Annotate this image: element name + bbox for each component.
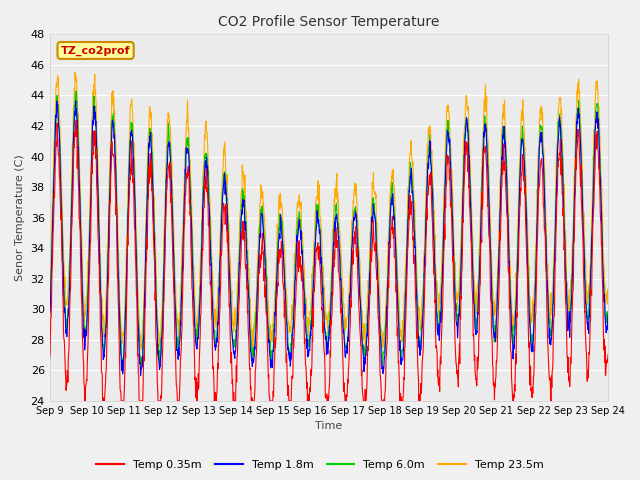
Text: TZ_co2prof: TZ_co2prof (61, 45, 131, 56)
Temp 0.35m (604, 351, 612, 357)
Y-axis label: Senor Temperature (C): Senor Temperature (C) (15, 154, 25, 281)
Temp 1.8m (112, 179, 120, 185)
Temp 1.8m (305, 347, 313, 353)
Temp 1.8m (46, 311, 54, 316)
X-axis label: Time: Time (316, 421, 342, 432)
Temp 23.5m (305, 315, 313, 321)
Temp 0.35m (284, 385, 291, 391)
Temp 1.8m (90, 120, 97, 125)
Temp 23.5m (364, 278, 372, 284)
Temp 1.8m (137, 373, 145, 379)
Temp 0.35m (364, 348, 372, 354)
Temp 0.35m (113, 203, 120, 208)
Line: Temp 1.8m: Temp 1.8m (50, 101, 608, 376)
Line: Temp 0.35m: Temp 0.35m (50, 120, 608, 401)
Temp 23.5m (284, 312, 291, 317)
Temp 23.5m (138, 347, 145, 352)
Temp 1.8m (604, 312, 612, 317)
Temp 6.0m (118, 368, 126, 373)
Temp 23.5m (604, 290, 612, 296)
Line: Temp 6.0m: Temp 6.0m (50, 91, 608, 371)
Line: Temp 23.5m: Temp 23.5m (50, 72, 608, 349)
Temp 1.8m (295, 219, 303, 225)
Temp 6.0m (284, 327, 291, 333)
Temp 6.0m (305, 344, 313, 349)
Temp 6.0m (295, 212, 303, 218)
Temp 0.35m (295, 239, 303, 245)
Legend: Temp 0.35m, Temp 1.8m, Temp 6.0m, Temp 23.5m: Temp 0.35m, Temp 1.8m, Temp 6.0m, Temp 2… (92, 456, 548, 474)
Temp 1.8m (364, 310, 372, 315)
Temp 1.8m (53, 98, 61, 104)
Temp 1.8m (284, 340, 291, 346)
Temp 0.35m (72, 118, 80, 123)
Title: CO2 Profile Sensor Temperature: CO2 Profile Sensor Temperature (218, 15, 440, 29)
Temp 23.5m (71, 70, 79, 75)
Temp 23.5m (112, 151, 120, 157)
Temp 23.5m (295, 201, 303, 206)
Temp 6.0m (364, 304, 372, 310)
Temp 0.35m (81, 398, 89, 404)
Temp 6.0m (46, 315, 54, 321)
Temp 23.5m (46, 292, 54, 298)
Temp 6.0m (72, 88, 80, 94)
Temp 6.0m (604, 309, 612, 314)
Temp 6.0m (90, 112, 97, 118)
Temp 0.35m (90, 129, 97, 134)
Temp 23.5m (90, 106, 97, 112)
Temp 0.35m (46, 356, 54, 361)
Temp 0.35m (305, 395, 313, 401)
Temp 6.0m (112, 172, 120, 178)
